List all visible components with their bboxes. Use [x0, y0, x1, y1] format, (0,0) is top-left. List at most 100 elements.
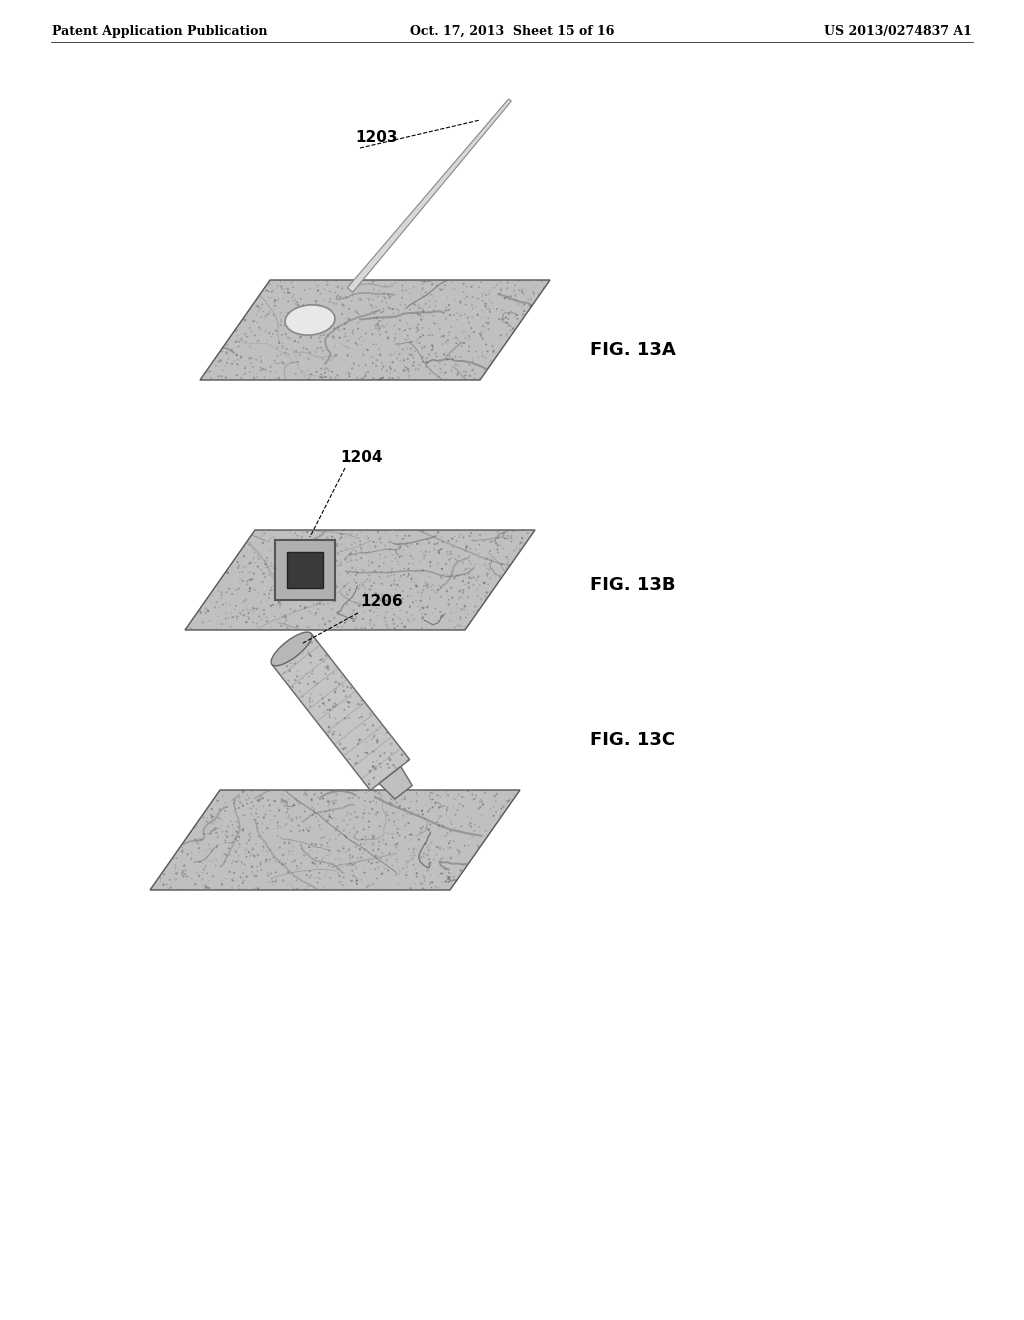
Point: [267, 871, 284, 892]
Point: [196, 859, 212, 880]
Point: [463, 851, 479, 873]
Point: [477, 840, 494, 861]
Point: [348, 549, 365, 570]
Point: [348, 836, 365, 857]
Point: [290, 540, 306, 561]
Point: [321, 360, 337, 381]
Point: [525, 301, 542, 322]
Point: [196, 269, 212, 290]
Point: [200, 327, 216, 348]
Point: [279, 874, 295, 895]
Point: [197, 787, 213, 808]
Point: [346, 627, 362, 648]
Point: [175, 866, 191, 887]
Point: [156, 863, 172, 884]
Point: [203, 805, 219, 826]
Point: [194, 292, 210, 313]
Point: [316, 694, 333, 715]
Point: [264, 517, 281, 539]
Point: [274, 680, 291, 701]
Point: [201, 834, 217, 855]
Point: [147, 792, 164, 813]
Point: [414, 618, 430, 639]
Point: [358, 640, 375, 661]
Point: [298, 741, 314, 762]
Point: [170, 880, 186, 902]
Point: [242, 535, 258, 556]
Point: [177, 863, 194, 884]
Point: [243, 599, 259, 620]
Point: [481, 370, 498, 391]
Point: [339, 573, 355, 594]
Point: [367, 781, 383, 803]
Point: [197, 267, 213, 288]
Point: [379, 360, 395, 381]
Point: [327, 696, 343, 717]
Point: [244, 840, 260, 861]
Point: [227, 321, 244, 342]
Point: [492, 776, 508, 797]
Point: [513, 871, 529, 892]
Point: [310, 867, 327, 888]
Point: [376, 282, 392, 304]
Point: [314, 850, 331, 871]
Point: [215, 359, 231, 380]
Point: [389, 818, 406, 840]
Point: [431, 574, 447, 595]
Point: [500, 528, 516, 549]
Point: [432, 849, 449, 870]
Point: [298, 744, 314, 766]
Point: [387, 272, 403, 293]
Point: [474, 805, 490, 826]
Point: [440, 300, 457, 321]
Point: [299, 784, 315, 805]
Point: [236, 363, 252, 384]
Point: [374, 842, 390, 863]
Point: [342, 686, 358, 708]
Point: [519, 622, 536, 643]
Point: [366, 517, 382, 539]
Point: [204, 807, 220, 828]
Point: [346, 832, 362, 853]
Point: [157, 828, 173, 849]
Point: [289, 558, 305, 579]
Point: [369, 750, 385, 771]
Point: [213, 566, 229, 587]
Point: [499, 326, 515, 347]
Point: [224, 275, 241, 296]
Point: [271, 738, 288, 759]
Point: [343, 543, 359, 564]
Point: [172, 595, 188, 616]
Point: [439, 286, 456, 308]
Point: [514, 281, 530, 302]
Point: [236, 590, 252, 611]
Point: [314, 776, 331, 797]
Point: [402, 797, 419, 818]
Point: [439, 544, 456, 565]
Point: [142, 784, 159, 805]
Point: [197, 796, 213, 817]
Point: [229, 364, 246, 385]
Point: [285, 301, 301, 322]
Point: [230, 578, 247, 599]
Point: [534, 285, 550, 306]
Point: [524, 537, 541, 558]
Point: [288, 807, 304, 828]
Point: [353, 548, 370, 569]
Point: [296, 744, 312, 766]
Point: [444, 796, 461, 817]
Point: [245, 795, 261, 816]
Point: [200, 286, 216, 308]
Point: [328, 619, 344, 640]
Point: [488, 275, 505, 296]
Point: [461, 525, 477, 546]
Point: [191, 599, 208, 620]
Point: [299, 876, 315, 898]
Point: [484, 883, 501, 904]
Point: [456, 360, 472, 381]
Point: [325, 696, 341, 717]
Point: [227, 579, 244, 601]
Point: [173, 606, 189, 627]
Point: [461, 777, 477, 799]
Point: [339, 594, 355, 615]
